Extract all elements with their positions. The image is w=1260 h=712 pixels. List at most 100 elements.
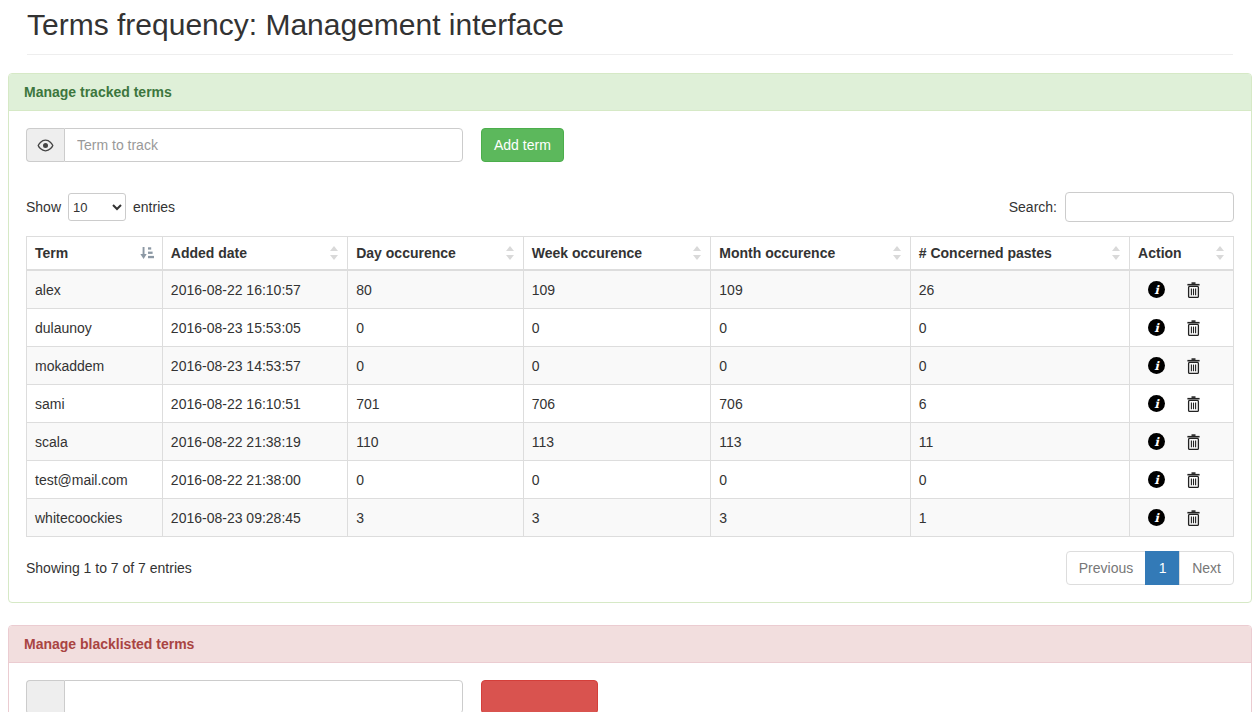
term-to-track-input[interactable] bbox=[64, 128, 463, 162]
page-length-select[interactable]: 10 bbox=[68, 193, 126, 221]
show-label: Show bbox=[26, 199, 61, 215]
week-occurence-cell: 113 bbox=[523, 423, 711, 461]
sort-both-icon bbox=[505, 246, 515, 260]
page-header: Terms frequency: Management interface bbox=[27, 0, 1233, 55]
pagination-page-1-button[interactable]: 1 bbox=[1145, 551, 1180, 585]
pagination-next-button[interactable]: Next bbox=[1179, 551, 1234, 585]
blacklisted-terms-panel-body bbox=[9, 663, 1251, 712]
concerned-pastes-cell: 26 bbox=[910, 270, 1129, 309]
concerned-pastes-cell: 6 bbox=[910, 385, 1129, 423]
column-header-term[interactable]: Term bbox=[27, 237, 163, 271]
eye-icon bbox=[26, 128, 64, 162]
action-cell bbox=[1130, 270, 1234, 309]
info-icon[interactable] bbox=[1148, 509, 1165, 526]
action-cell bbox=[1130, 347, 1234, 385]
day-occurence-cell: 110 bbox=[348, 423, 524, 461]
concerned-pastes-cell: 11 bbox=[910, 423, 1129, 461]
action-cell bbox=[1130, 423, 1234, 461]
added-date-cell: 2016-08-22 21:38:19 bbox=[162, 423, 347, 461]
term-cell: whitecoockies bbox=[27, 499, 163, 537]
action-cell bbox=[1130, 499, 1234, 537]
table-row: mokaddem 2016-08-23 14:53:57 0 0 0 0 bbox=[27, 347, 1234, 385]
trash-icon[interactable] bbox=[1187, 510, 1200, 526]
column-header-day-occurence[interactable]: Day occurence bbox=[348, 237, 524, 271]
table-row: alex 2016-08-22 16:10:57 80 109 109 26 bbox=[27, 270, 1234, 309]
sort-both-icon bbox=[329, 246, 339, 260]
info-icon[interactable] bbox=[1148, 357, 1165, 374]
action-cell bbox=[1130, 309, 1234, 347]
month-occurence-cell: 109 bbox=[711, 270, 910, 309]
day-occurence-cell: 701 bbox=[348, 385, 524, 423]
trash-icon[interactable] bbox=[1187, 320, 1200, 336]
column-header-week-occurence[interactable]: Week occurence bbox=[523, 237, 711, 271]
info-icon[interactable] bbox=[1148, 395, 1165, 412]
trash-icon[interactable] bbox=[1187, 396, 1200, 412]
sort-both-icon bbox=[1111, 246, 1121, 260]
blacklisted-terms-panel-header: Manage blacklisted terms bbox=[9, 626, 1251, 663]
action-cell bbox=[1130, 385, 1234, 423]
day-occurence-cell: 0 bbox=[348, 461, 524, 499]
table-row: test@mail.com 2016-08-22 21:38:00 0 0 0 … bbox=[27, 461, 1234, 499]
added-date-cell: 2016-08-23 15:53:05 bbox=[162, 309, 347, 347]
day-occurence-cell: 3 bbox=[348, 499, 524, 537]
week-occurence-cell: 0 bbox=[523, 309, 711, 347]
info-icon[interactable] bbox=[1148, 319, 1165, 336]
info-icon[interactable] bbox=[1148, 471, 1165, 488]
week-occurence-cell: 706 bbox=[523, 385, 711, 423]
day-occurence-cell: 0 bbox=[348, 309, 524, 347]
concerned-pastes-cell: 0 bbox=[910, 461, 1129, 499]
day-occurence-cell: 80 bbox=[348, 270, 524, 309]
info-icon[interactable] bbox=[1148, 433, 1165, 450]
concerned-pastes-cell: 0 bbox=[910, 309, 1129, 347]
month-occurence-cell: 0 bbox=[711, 461, 910, 499]
add-term-button[interactable]: Add term bbox=[481, 128, 564, 162]
page-length-control: Show 10 entries bbox=[26, 193, 175, 221]
week-occurence-cell: 109 bbox=[523, 270, 711, 309]
info-icon[interactable] bbox=[1148, 281, 1165, 298]
trash-icon[interactable] bbox=[1187, 472, 1200, 488]
entries-label: entries bbox=[133, 199, 175, 215]
added-date-cell: 2016-08-23 14:53:57 bbox=[162, 347, 347, 385]
concerned-pastes-cell: 0 bbox=[910, 347, 1129, 385]
search-input[interactable] bbox=[1065, 192, 1234, 222]
blacklist-term-form bbox=[26, 680, 1234, 712]
datatable-controls: Show 10 entries Search: bbox=[26, 192, 1234, 222]
trash-icon[interactable] bbox=[1187, 282, 1200, 298]
week-occurence-cell: 0 bbox=[523, 461, 711, 499]
sort-both-icon bbox=[1215, 246, 1225, 260]
column-header-added-date[interactable]: Added date bbox=[162, 237, 347, 271]
tracked-terms-panel: Manage tracked terms Add term Show 10 bbox=[8, 73, 1252, 603]
week-occurence-cell: 0 bbox=[523, 347, 711, 385]
term-to-blacklist-input[interactable] bbox=[64, 680, 463, 712]
added-date-cell: 2016-08-23 09:28:45 bbox=[162, 499, 347, 537]
tracked-terms-table: Term Added date bbox=[26, 236, 1234, 537]
table-info: Showing 1 to 7 of 7 entries bbox=[26, 560, 192, 576]
table-header-row: Term Added date bbox=[27, 237, 1234, 271]
trash-icon[interactable] bbox=[1187, 358, 1200, 374]
added-date-cell: 2016-08-22 21:38:00 bbox=[162, 461, 347, 499]
table-row: dulaunoy 2016-08-23 15:53:05 0 0 0 0 bbox=[27, 309, 1234, 347]
search-control: Search: bbox=[1009, 192, 1234, 222]
blacklist-term-button[interactable] bbox=[481, 680, 598, 712]
term-cell: sami bbox=[27, 385, 163, 423]
term-cell: dulaunoy bbox=[27, 309, 163, 347]
column-header-month-occurence[interactable]: Month occurence bbox=[711, 237, 910, 271]
table-row: sami 2016-08-22 16:10:51 701 706 706 6 bbox=[27, 385, 1234, 423]
blacklist-addon-icon bbox=[26, 680, 64, 712]
column-header-action[interactable]: Action bbox=[1130, 237, 1234, 271]
added-date-cell: 2016-08-22 16:10:51 bbox=[162, 385, 347, 423]
trash-icon[interactable] bbox=[1187, 434, 1200, 450]
pagination: Previous 1 Next bbox=[1066, 551, 1234, 585]
add-term-form: Add term bbox=[26, 128, 1234, 162]
concerned-pastes-cell: 1 bbox=[910, 499, 1129, 537]
blacklisted-terms-panel: Manage blacklisted terms bbox=[8, 625, 1252, 712]
search-label: Search: bbox=[1009, 199, 1057, 215]
pagination-previous-button[interactable]: Previous bbox=[1066, 551, 1146, 585]
table-row: scala 2016-08-22 21:38:19 110 113 113 11 bbox=[27, 423, 1234, 461]
day-occurence-cell: 0 bbox=[348, 347, 524, 385]
datatable-footer: Showing 1 to 7 of 7 entries Previous 1 N… bbox=[26, 551, 1234, 585]
table-row: whitecoockies 2016-08-23 09:28:45 3 3 3 … bbox=[27, 499, 1234, 537]
column-header-concerned-pastes[interactable]: # Concerned pastes bbox=[910, 237, 1129, 271]
tracked-terms-panel-body: Add term Show 10 entries Search: bbox=[9, 111, 1251, 602]
sort-ascending-icon bbox=[140, 247, 154, 260]
